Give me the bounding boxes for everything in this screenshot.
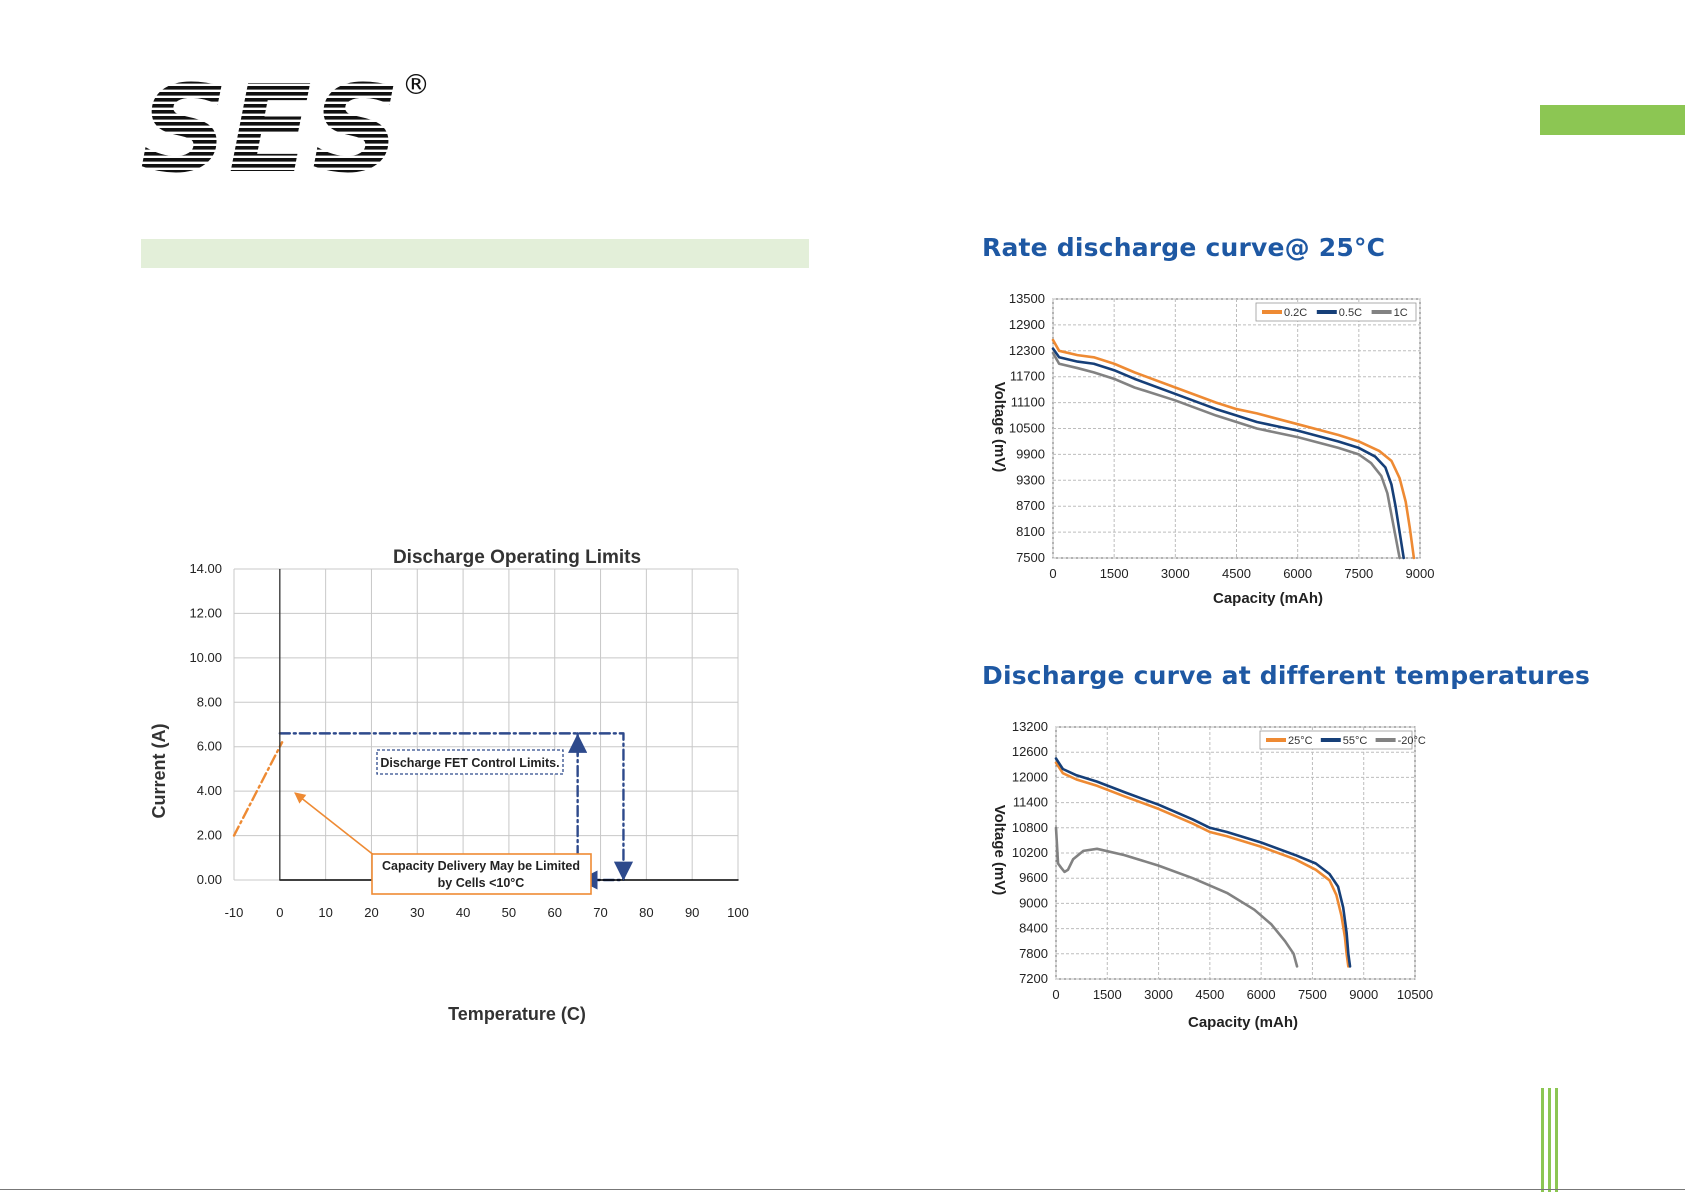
fet-limits-callout [376, 749, 564, 775]
x-tick-label: 0 [1052, 987, 1059, 1002]
x-tick-label: 9000 [1406, 566, 1435, 581]
y-tick-label: 10800 [1012, 820, 1048, 835]
x-tick-label: 7500 [1298, 987, 1327, 1002]
ses-logo: SES [140, 68, 400, 183]
temperature-discharge-chart: 0 1500 3000 4500 6000 7500 9000 10500 7200 7800 84… [978, 710, 1448, 1040]
legend-label: 0.2C [1284, 307, 1307, 319]
y-tick-label: 11700 [1010, 369, 1045, 384]
y-tick-label: 2.00 [197, 828, 222, 843]
y-tick-label: 10.00 [189, 650, 222, 665]
registered-mark: ® [402, 68, 430, 101]
section-band [141, 239, 809, 268]
y-axis-label: Voltage (mV) [991, 805, 1008, 896]
capacity-callout-leader [294, 792, 376, 857]
y-tick-label: 4.00 [197, 783, 222, 798]
x-tick-label: 90 [685, 905, 699, 920]
y-tick-label: 12600 [1012, 744, 1048, 759]
y-tick-label: 6.00 [197, 739, 222, 754]
x-tick-label: 30 [410, 905, 424, 920]
y-tick-label: 9000 [1019, 895, 1048, 910]
legend-label: 25°C [1288, 735, 1313, 747]
y-tick-label: 0.00 [197, 872, 222, 887]
x-axis-label: Temperature (C) [448, 1004, 586, 1024]
x-tick-label: 10 [318, 905, 332, 920]
series-line-55C [1054, 757, 1352, 968]
decorative-stripes [1541, 1088, 1558, 1192]
y-tick-label: 12.00 [189, 605, 222, 620]
y-tick-label: 10500 [1009, 421, 1045, 436]
y-tick-label: 8.00 [197, 694, 222, 709]
series-line-1C [1051, 351, 1401, 560]
x-tick-label: 7500 [1344, 566, 1373, 581]
series-line-02C [1051, 338, 1416, 560]
y-tick-label: 11100 [1011, 395, 1045, 410]
x-tick-label: 3000 [1161, 566, 1190, 581]
x-tick-label: 4500 [1195, 987, 1224, 1002]
logo-text: SES [140, 68, 400, 183]
x-tick-label: 40 [456, 905, 470, 920]
y-tick-label: 11400 [1013, 795, 1048, 810]
chart-title: Discharge Operating Limits [393, 547, 641, 568]
x-tick-label: 100 [727, 905, 749, 920]
green-tab [1540, 105, 1685, 135]
y-tick-label: 14.00 [189, 561, 222, 576]
x-tick-label: 6000 [1247, 987, 1276, 1002]
x-tick-label: 9000 [1349, 987, 1378, 1002]
x-tick-label: 1500 [1100, 566, 1129, 581]
fet-limits-text: Discharge FET Control Limits. [380, 756, 559, 770]
legend-label: 0.5C [1339, 307, 1362, 319]
y-tick-label: 8700 [1016, 498, 1045, 513]
y-axis-label: Current (A) [149, 724, 169, 819]
y-tick-label: 8400 [1019, 921, 1048, 936]
x-tick-label: 6000 [1283, 566, 1312, 581]
x-tick-label: 4500 [1222, 566, 1251, 581]
x-tick-label: 80 [639, 905, 653, 920]
y-tick-label: 12000 [1012, 769, 1048, 784]
y-axis-label: Voltage (mV) [991, 382, 1008, 473]
x-axis-label: Capacity (mAh) [1188, 1014, 1298, 1031]
x-tick-label: 0 [276, 905, 283, 920]
x-tick-label: 10500 [1397, 987, 1433, 1002]
y-tick-label: 8100 [1016, 524, 1045, 539]
rate-discharge-chart: 0 1500 3000 4500 6000 7500 9000 7500 8100 8700 930… [978, 282, 1448, 612]
x-tick-label: 1500 [1093, 987, 1122, 1002]
y-tick-label: 9300 [1016, 472, 1045, 487]
x-tick-label: 0 [1049, 566, 1056, 581]
legend-label: -20°C [1398, 735, 1426, 747]
footer-rule [0, 1189, 1685, 1190]
capacity-callout-line1: Capacity Delivery May be Limited [382, 859, 580, 873]
y-tick-label: 13200 [1012, 719, 1048, 734]
y-tick-label: 7500 [1016, 550, 1045, 565]
x-tick-label: 20 [364, 905, 378, 920]
series-line-20C [1054, 826, 1299, 968]
legend-label: 1C [1394, 307, 1408, 319]
legend-label: 55°C [1343, 735, 1368, 747]
y-tick-label: 13500 [1009, 291, 1045, 306]
x-axis-label: Capacity (mAh) [1213, 590, 1323, 607]
discharge-operating-limits-chart: Discharge Operating Limits -10 0 10 20 30 40 5… [135, 536, 815, 1036]
series-line-1 [232, 741, 284, 837]
y-tick-label: 7200 [1019, 971, 1048, 986]
rate-discharge-heading: Rate discharge curve@ 25°C [982, 233, 1386, 262]
y-tick-label: 7800 [1019, 946, 1048, 961]
y-tick-label: 12900 [1009, 317, 1045, 332]
x-tick-label: 50 [502, 905, 516, 920]
series-line-05C [1051, 347, 1405, 560]
x-tick-label: 60 [547, 905, 561, 920]
x-tick-label: 3000 [1144, 987, 1173, 1002]
temp-discharge-heading: Discharge curve at different temperature… [982, 661, 1591, 690]
y-tick-label: 9900 [1016, 446, 1045, 461]
capacity-callout [371, 853, 592, 895]
capacity-callout-line2: by Cells <10°C [438, 876, 525, 890]
x-tick-label: 70 [593, 905, 607, 920]
y-tick-label: 12300 [1009, 343, 1045, 358]
x-tick-label: -10 [225, 905, 244, 920]
y-tick-label: 9600 [1019, 870, 1048, 885]
y-tick-label: 10200 [1012, 845, 1048, 860]
series-line-25C [1054, 761, 1350, 968]
